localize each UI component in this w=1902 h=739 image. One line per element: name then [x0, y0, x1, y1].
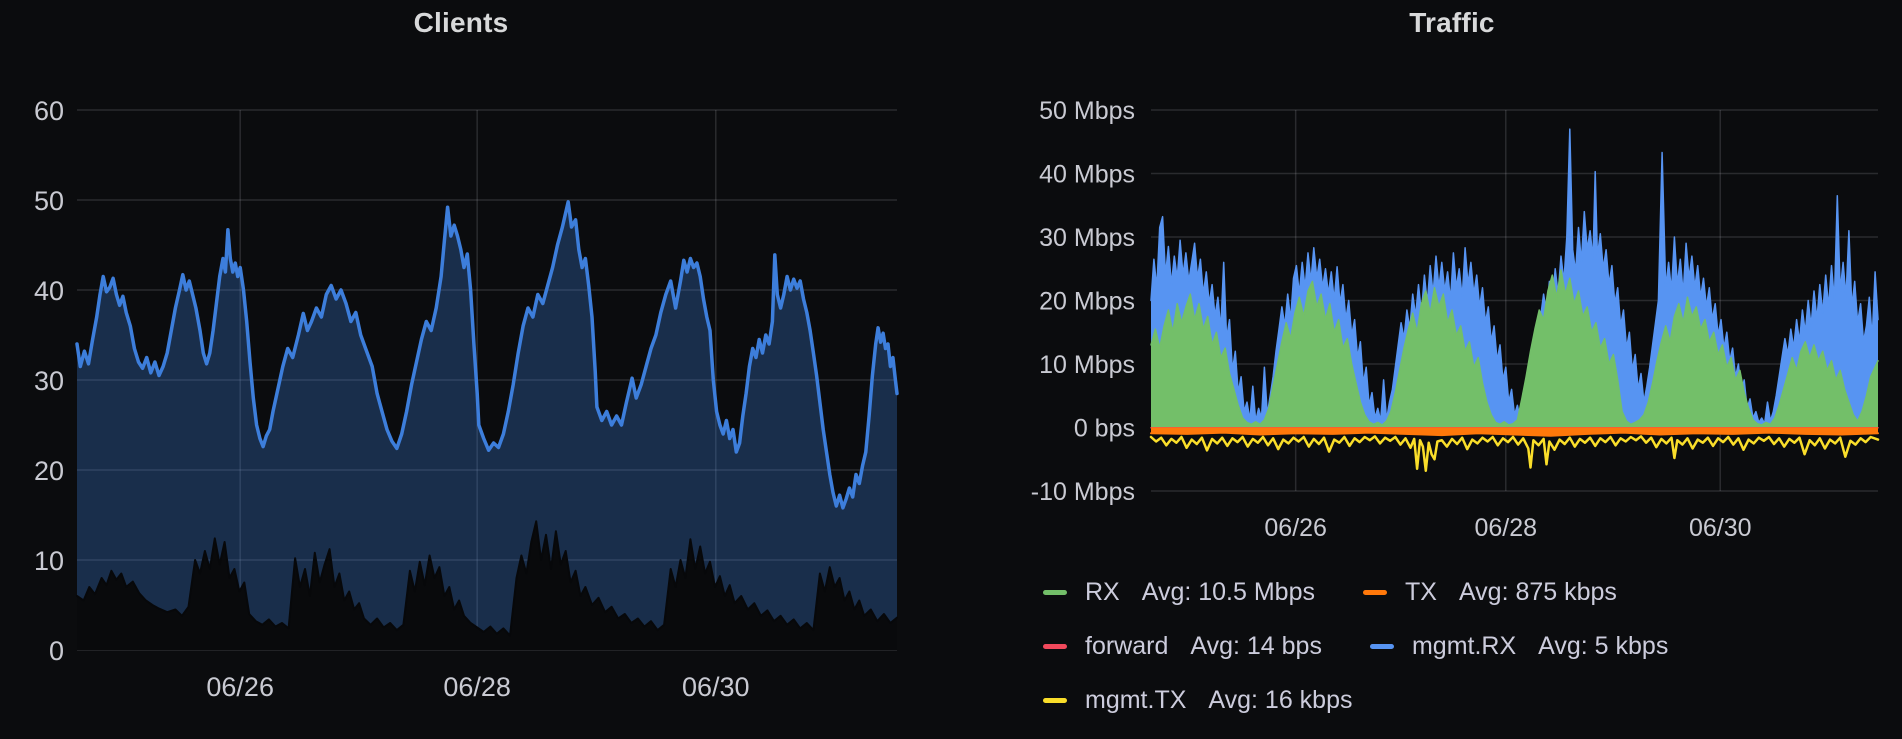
legend-row: mgmt.TX Avg: 16 kbps	[1043, 685, 1716, 715]
legend-item-forward[interactable]: forward Avg: 14 bps	[1043, 632, 1322, 661]
x-tick-label: 06/28	[1474, 514, 1537, 542]
y-tick-label: 20 Mbps	[1039, 288, 1135, 316]
legend-item-RX[interactable]: RX Avg: 10.5 Mbps	[1043, 578, 1315, 607]
series-color-dash-icon	[1043, 589, 1067, 595]
series-line-clients-total	[75, 200, 899, 510]
legend-row: forward Avg: 14 bps mgmt.RX Avg: 5 kbps	[1043, 631, 1716, 661]
series-fill-RX	[1151, 270, 1878, 428]
x-tick-label: 06/28	[443, 672, 511, 702]
series-fill-clients-total	[77, 201, 897, 651]
x-tick-label: 06/30	[682, 672, 750, 702]
series-line-clients-secondary-dark	[76, 520, 898, 637]
y-tick-label: 10 Mbps	[1039, 351, 1135, 379]
legend-series-avg: Avg: 10.5 Mbps	[1141, 577, 1315, 606]
series-line-TX	[1150, 431, 1879, 437]
y-tick-label: 30	[34, 366, 64, 396]
x-tick-label: 06/26	[206, 672, 274, 702]
legend-series-name: mgmt.RX	[1411, 631, 1517, 660]
legend-item-mgmt.TX[interactable]: mgmt.TX Avg: 16 kbps	[1043, 686, 1353, 715]
series-color-dash-icon	[1369, 643, 1394, 649]
series-line-mgmt.TX	[1149, 435, 1880, 472]
traffic-legend: RX Avg: 10.5 Mbps TX Avg: 875 kbps forward Av…	[1043, 577, 1716, 739]
y-tick-label: 0 bps	[1074, 415, 1135, 443]
dashboard: { "app": { "background": "#0b0c0e", "gri…	[0, 0, 1902, 714]
legend-series-name: mgmt.TX	[1085, 685, 1187, 714]
clients-panel-title[interactable]: Clients	[413, 7, 509, 38]
clients-plot[interactable]: 0 10 20 30 40 50 60 06/26 06/28 06/30	[34, 96, 899, 702]
y-tick-label: 50 Mbps	[1039, 97, 1135, 125]
series-color-dash-icon	[1363, 589, 1387, 595]
legend-series-avg: Avg: 5 kbps	[1538, 631, 1669, 660]
legend-series-avg: Avg: 875 kbps	[1458, 577, 1617, 606]
legend-item-TX[interactable]: TX Avg: 875 kbps	[1363, 578, 1617, 607]
y-tick-label: 10	[34, 546, 64, 576]
x-tick-label: 06/30	[1689, 514, 1752, 542]
legend-series-name: TX	[1405, 577, 1437, 606]
series-color-dash-icon	[1043, 697, 1067, 703]
series-line-mgmt.RX	[1150, 128, 1879, 425]
y-tick-label: -10 Mbps	[1031, 478, 1135, 506]
y-tick-label: 60	[34, 96, 64, 126]
series-line-RX	[1150, 269, 1879, 426]
legend-series-name: RX	[1085, 577, 1120, 606]
legend-series-avg: Avg: 16 kbps	[1208, 685, 1353, 714]
series-color-dash-icon	[1043, 643, 1067, 649]
y-tick-label: 40 Mbps	[1039, 161, 1135, 189]
y-tick-label: 0	[49, 636, 64, 666]
y-tick-label: 40	[34, 276, 64, 306]
y-tick-label: 50	[34, 186, 64, 216]
legend-series-name: forward	[1085, 631, 1169, 660]
traffic-panel-title[interactable]: Traffic	[1409, 7, 1495, 38]
legend-series-avg: Avg: 14 bps	[1190, 631, 1322, 660]
legend-item-mgmt.RX[interactable]: mgmt.RX Avg: 5 kbps	[1369, 631, 1669, 661]
y-tick-label: 30 Mbps	[1039, 224, 1135, 252]
charts-canvas[interactable]: 0 10 20 30 40 50 60 06/26 06/28 06/30 -10 Mbps 0 bp…	[0, 0, 1902, 706]
legend-row: RX Avg: 10.5 Mbps TX Avg: 875 kbps	[1043, 577, 1716, 607]
x-tick-label: 06/26	[1264, 514, 1327, 542]
y-tick-label: 20	[34, 456, 64, 486]
traffic-plot[interactable]: -10 Mbps 0 bps 10 Mbps 20 Mbps 30 Mbps 40 Mbp…	[1031, 97, 1880, 542]
